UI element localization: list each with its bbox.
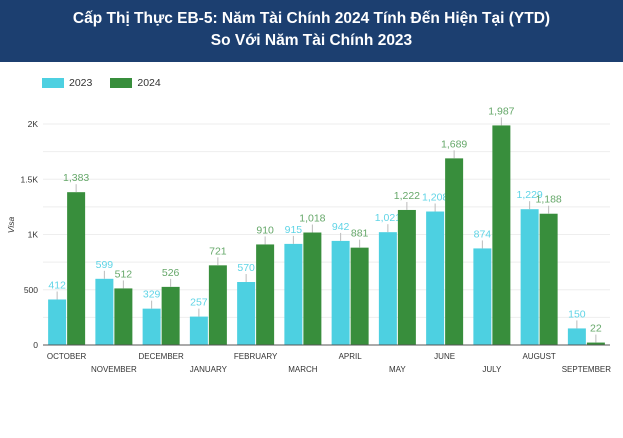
x-tick-label: DECEMBER <box>138 352 184 361</box>
bar-2024-january <box>208 265 227 345</box>
x-tick-label: JANUARY <box>190 365 228 374</box>
y-tick-label: 1.5K <box>21 174 39 184</box>
data-label-2024: 1,188 <box>535 194 561 206</box>
legend-item-2023[interactable]: 2023 <box>42 77 92 89</box>
data-label-2023: 257 <box>190 297 208 309</box>
y-tick-label: 1K <box>28 230 39 240</box>
bar-2023-april <box>331 240 350 345</box>
legend-label-2024: 2024 <box>137 77 161 89</box>
legend-item-2024[interactable]: 2024 <box>110 77 161 89</box>
bar-2024-march <box>303 232 322 345</box>
bar-2023-march <box>284 243 303 345</box>
data-label-2024: 1,987 <box>488 105 514 117</box>
data-label-2023: 942 <box>332 221 350 233</box>
bar-2023-january <box>189 316 208 345</box>
bar-2023-october <box>48 299 67 345</box>
bar-2024-april <box>350 247 369 345</box>
data-label-2024: 22 <box>590 323 602 335</box>
legend: 2023 2024 <box>42 77 179 89</box>
x-tick-label: NOVEMBER <box>91 365 137 374</box>
bar-2024-november <box>114 288 133 345</box>
bar-2024-september <box>586 342 605 345</box>
x-tick-label: MARCH <box>288 365 318 374</box>
bar-2024-may <box>397 209 416 345</box>
bar-2023-november <box>95 278 114 345</box>
chart-title-line1: Cấp Thị Thực EB-5: Năm Tài Chính 2024 Tí… <box>72 10 551 27</box>
bar-2024-june <box>445 158 464 345</box>
data-label-2024: 1,018 <box>299 213 325 225</box>
data-label-2024: 1,383 <box>63 172 89 184</box>
bar-2024-october <box>67 192 86 345</box>
x-tick-label: SEPTEMBER <box>562 365 612 374</box>
data-label-2023: 1,229 <box>516 189 542 201</box>
data-label-2023: 1,021 <box>375 212 401 224</box>
data-label-2023: 412 <box>48 279 66 291</box>
bar-2024-july <box>492 125 511 346</box>
data-label-2023: 874 <box>474 228 492 240</box>
y-axis-label: Visa <box>6 217 16 234</box>
legend-label-2023: 2023 <box>69 77 93 89</box>
legend-swatch-2023 <box>42 78 64 88</box>
data-label-2024: 881 <box>351 228 369 240</box>
bar-2023-august <box>520 209 539 345</box>
bar-2023-september <box>567 328 586 345</box>
data-label-2024: 512 <box>115 268 133 280</box>
data-label-2024: 1,222 <box>394 190 420 202</box>
data-label-2024: 526 <box>162 267 180 279</box>
x-tick-label: FEBRUARY <box>234 352 278 361</box>
data-label-2024: 721 <box>209 245 227 257</box>
data-label-2023: 329 <box>143 289 161 301</box>
data-label-2023: 1,208 <box>422 192 448 204</box>
data-label-2024: 910 <box>256 224 274 236</box>
bar-2023-july <box>473 248 492 345</box>
data-label-2023: 570 <box>237 262 255 274</box>
data-label-2023: 915 <box>285 224 303 236</box>
data-label-2023: 150 <box>568 308 586 320</box>
legend-swatch-2024 <box>110 78 133 88</box>
x-tick-label: JULY <box>482 365 502 374</box>
x-tick-label: APRIL <box>339 352 363 361</box>
data-label-2023: 599 <box>96 259 114 271</box>
y-tick-label: 2K <box>28 119 39 129</box>
bar-2024-december <box>161 286 180 345</box>
bar-2023-december <box>142 308 161 345</box>
x-tick-label: JUNE <box>434 352 455 361</box>
chart-title-line2: So Với Năm Tài Chính 2023 <box>210 32 413 49</box>
chart-title-banner: Cấp Thị Thực EB-5: Năm Tài Chính 2024 Tí… <box>0 0 623 62</box>
data-label-2024: 1,689 <box>441 138 467 150</box>
x-tick-label: AUGUST <box>522 352 555 361</box>
bar-2024-february <box>256 244 275 345</box>
y-tick-label: 500 <box>24 285 38 295</box>
bar-2023-june <box>426 211 445 345</box>
bar-2024-august <box>539 213 558 345</box>
x-tick-label: MAY <box>389 365 406 374</box>
bar-2023-may <box>378 232 397 345</box>
x-tick-label: OCTOBER <box>47 352 87 361</box>
bar-2023-february <box>237 282 256 345</box>
y-tick-label: 0 <box>33 340 38 350</box>
